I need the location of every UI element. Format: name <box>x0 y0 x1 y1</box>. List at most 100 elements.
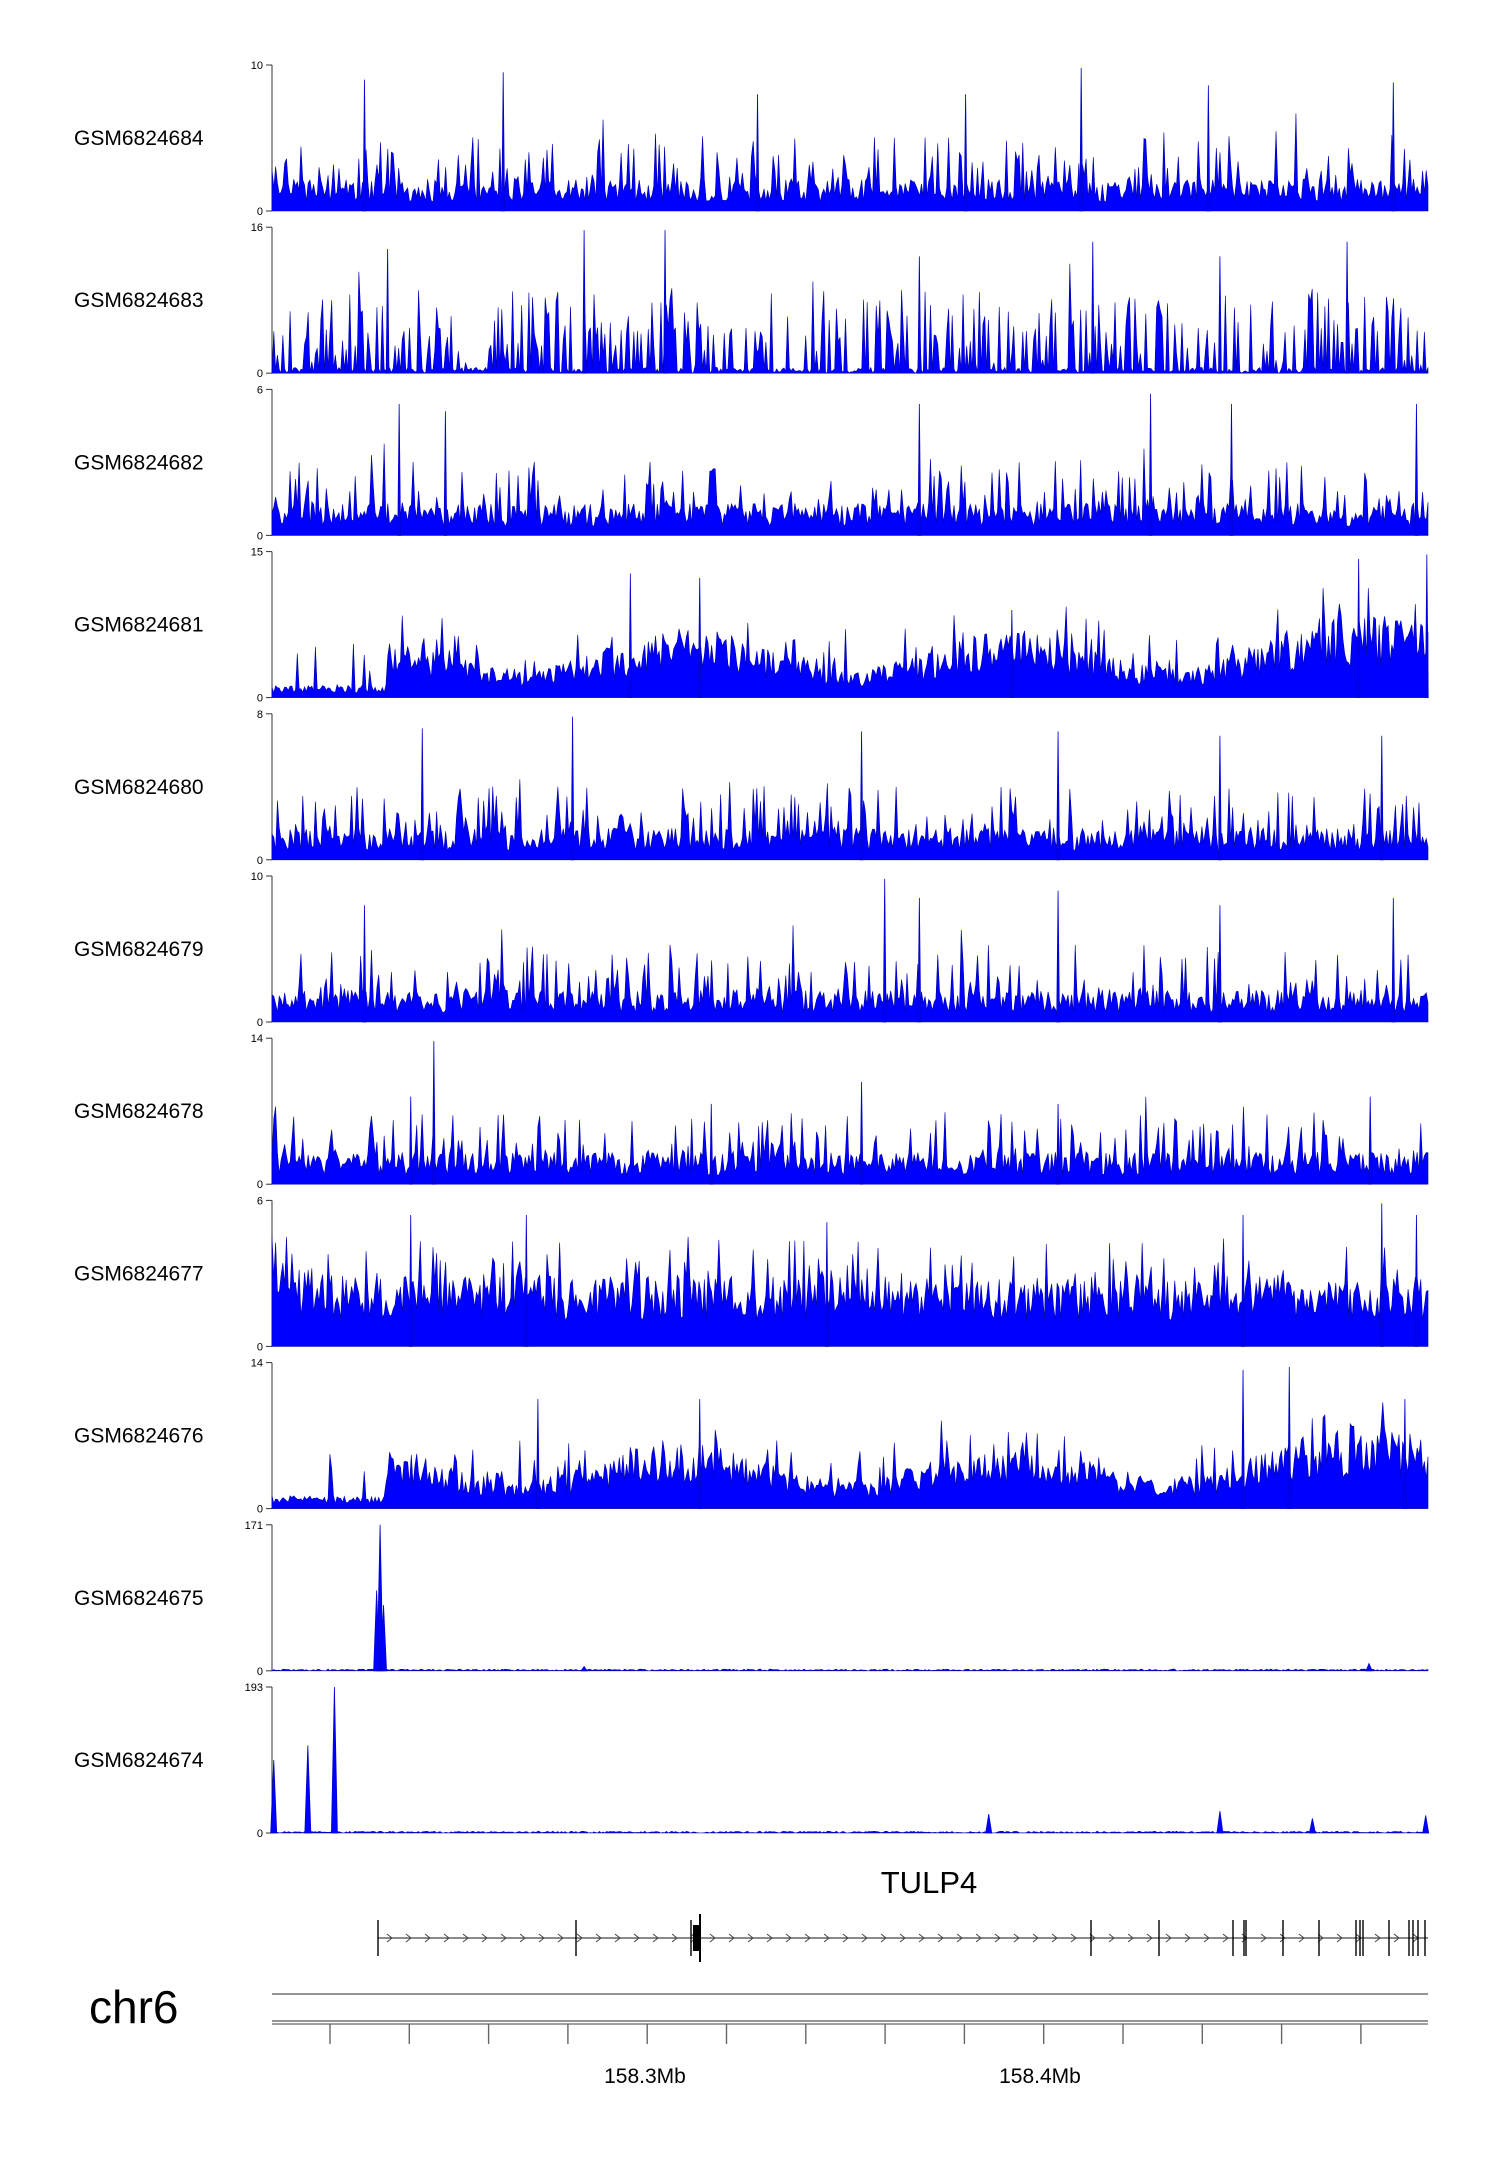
strand-chevron <box>1032 1933 1039 1943</box>
signal-area <box>271 443 1429 536</box>
y-tick-max-label: 8 <box>257 709 263 721</box>
signal-peak-3 <box>1056 890 1060 1023</box>
strand-chevron <box>576 1933 583 1943</box>
strand-chevron <box>1279 1933 1286 1943</box>
signal-peak-2 <box>380 1605 387 1672</box>
signal-peak-4 <box>1379 1203 1384 1347</box>
strand-chevron <box>405 1933 412 1943</box>
strand-chevron <box>1013 1933 1020 1943</box>
signal-peak-1 <box>408 1096 413 1185</box>
signal-peak-2 <box>825 1222 829 1347</box>
strand-chevron <box>443 1933 450 1943</box>
strand-chevron <box>1184 1933 1191 1943</box>
y-tick-min-label: 0 <box>257 368 263 380</box>
signal-peak-3 <box>580 1665 588 1672</box>
y-tick-max-label: 16 <box>251 222 263 234</box>
y-tick-min-label: 0 <box>257 206 263 218</box>
strand-chevron <box>519 1933 526 1943</box>
track-label: GSM6824675 <box>74 1587 204 1610</box>
signal-area <box>271 1096 1429 1185</box>
signal-area <box>271 779 1429 861</box>
track-label: GSM6824684 <box>74 127 204 150</box>
signal-peak-4 <box>1229 403 1234 536</box>
signal-peak-6 <box>1345 241 1349 374</box>
signal-area <box>271 113 1429 212</box>
signal-peak-1 <box>697 1399 702 1509</box>
signal-peak-5 <box>1414 403 1419 536</box>
y-tick-min-label: 0 <box>257 1017 263 1029</box>
y-tick-min-label: 0 <box>257 693 263 705</box>
track-label: GSM6824679 <box>74 938 204 961</box>
strand-chevron <box>1298 1933 1305 1943</box>
strand-chevron <box>633 1933 640 1943</box>
signal-peak-0 <box>385 249 390 374</box>
strand-chevron <box>956 1933 963 1943</box>
signal-peak-5 <box>1414 1214 1419 1347</box>
y-tick-max-label: 193 <box>245 1682 263 1694</box>
track-GSM6824678: GSM6824678 14 0 <box>74 1033 1429 1191</box>
signal-peak-6 <box>1391 82 1396 212</box>
strand-chevron <box>975 1933 982 1943</box>
strand-chevron <box>1070 1933 1077 1943</box>
track-label: GSM6824682 <box>74 451 204 474</box>
strand-chevron <box>709 1933 716 1943</box>
track-GSM6824683: GSM6824683 16 0 <box>74 222 1429 380</box>
signal-peak-3 <box>985 1813 993 1834</box>
signal-peak-1 <box>524 1214 529 1347</box>
signal-peak-3 <box>963 94 968 212</box>
track-GSM6824679: GSM6824679 10 0 <box>74 871 1429 1029</box>
strand-chevron <box>1146 1933 1153 1943</box>
signal-peak-2 <box>917 897 922 1023</box>
signal-peak-2 <box>709 1103 714 1185</box>
signal-peak-0 <box>420 728 425 861</box>
signal-peak-4 <box>1218 905 1222 1023</box>
signal-peak-2 <box>755 94 760 212</box>
signal-peak-5 <box>1368 1096 1373 1185</box>
signal-peak-3 <box>1148 393 1153 536</box>
signal-peak-5 <box>1308 1818 1316 1834</box>
signal-peak-0 <box>270 1759 278 1834</box>
signal-peak-4 <box>1425 554 1429 698</box>
strand-chevron <box>766 1933 773 1943</box>
strand-chevron <box>842 1933 849 1943</box>
strand-chevron <box>1336 1933 1343 1943</box>
strand-chevron <box>1374 1933 1381 1943</box>
y-tick-max-label: 6 <box>257 384 263 396</box>
strand-chevron <box>861 1933 868 1943</box>
track-label: GSM6824683 <box>74 289 204 312</box>
track-label: GSM6824677 <box>74 1262 204 1285</box>
x-tick-label-158-3mb: 158.3Mb <box>604 2065 686 2088</box>
signal-peak-2 <box>331 1686 338 1834</box>
signal-peak-4 <box>1079 67 1084 212</box>
signal-area <box>271 1830 1429 1834</box>
signal-peak-2 <box>663 230 667 374</box>
strand-chevron <box>1355 1933 1362 1943</box>
track-label: GSM6824681 <box>74 614 204 637</box>
signal-peak-3 <box>859 1081 864 1185</box>
signal-peak-4 <box>1403 1399 1407 1509</box>
track-GSM6824680: GSM6824680 8 0 <box>74 709 1429 867</box>
strand-chevron <box>804 1933 811 1943</box>
strand-chevron <box>614 1933 621 1943</box>
track-GSM6824674: GSM6824674 193 0 <box>74 1682 1430 1840</box>
y-tick-max-label: 14 <box>251 1033 263 1045</box>
signal-peak-0 <box>397 403 401 536</box>
signal-peak-2 <box>1010 609 1014 698</box>
y-tick-max-label: 15 <box>251 547 263 559</box>
signal-peak-3 <box>1056 731 1060 861</box>
strand-chevron <box>1393 1933 1400 1943</box>
strand-chevron <box>1051 1933 1058 1943</box>
signal-peak-4 <box>1218 735 1222 861</box>
strand-chevron <box>899 1933 906 1943</box>
signal-area <box>271 1402 1429 1509</box>
track-GSM6824681: GSM6824681 15 0 <box>74 547 1429 705</box>
signal-tracks: GSM6824684100GSM6824683160GSM682468260GS… <box>74 60 1430 1840</box>
signal-peak-3 <box>1356 558 1361 698</box>
track-GSM6824675: GSM6824675 171 0 <box>74 1520 1429 1678</box>
signal-peak-1 <box>882 878 887 1023</box>
strand-chevron <box>1260 1933 1267 1943</box>
strand-chevron <box>538 1933 545 1943</box>
strand-chevron <box>557 1933 564 1943</box>
strand-chevron <box>671 1933 678 1943</box>
